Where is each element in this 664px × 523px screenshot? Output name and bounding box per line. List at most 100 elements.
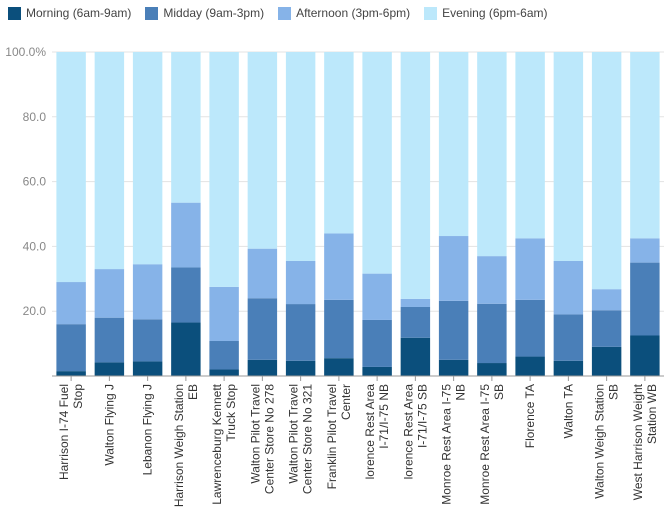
bar-segment <box>285 360 316 376</box>
bar-segment <box>324 299 354 359</box>
bar-segment <box>477 363 507 376</box>
bar-segment <box>553 260 584 315</box>
bar-segment <box>362 366 392 376</box>
legend: Morning (6am-9am) Midday (9am-3pm) After… <box>8 6 548 20</box>
bar-segment <box>630 238 660 263</box>
x-tick-label: West Harrison WeightStation WB <box>631 383 659 500</box>
legend-item-evening[interactable]: Evening (6pm-6am) <box>424 6 548 20</box>
bar-segment <box>630 262 660 336</box>
bar-segment <box>630 335 660 376</box>
legend-label-evening: Evening (6pm-6am) <box>442 6 548 20</box>
x-tick-label: Florence TA <box>523 384 537 448</box>
bar-segment <box>362 273 392 320</box>
bar-segment <box>515 299 545 357</box>
bar-segment <box>400 306 431 338</box>
legend-item-midday[interactable]: Midday (9am-3pm) <box>145 6 264 20</box>
bar-segment <box>324 52 354 234</box>
bar-segment <box>515 356 545 376</box>
bar-segment <box>247 52 278 249</box>
bar-segment <box>171 267 201 323</box>
bar-segment <box>56 282 86 325</box>
bar-segment <box>209 286 239 342</box>
bar-segment <box>94 362 125 376</box>
legend-swatch-morning <box>8 6 21 20</box>
bar-segment <box>515 52 545 239</box>
x-tick-label: Walton Weigh StationSB <box>593 384 621 499</box>
bar-segment <box>477 303 507 364</box>
bar-segment <box>591 289 622 311</box>
bar-segment <box>591 346 622 376</box>
x-tick-label: Franklin Pilot TravelCenter <box>325 384 353 489</box>
bar-segment <box>132 361 163 376</box>
bar-segment <box>438 236 469 301</box>
legend-label-afternoon: Afternoon (3pm-6pm) <box>296 6 411 20</box>
legend-swatch-afternoon <box>278 6 292 20</box>
x-tick-label: Lebanon Flying J <box>141 384 155 475</box>
bar-segment <box>591 310 622 347</box>
bar-segment <box>477 52 507 257</box>
bar-segment <box>171 322 201 376</box>
x-tick-label: Walton Flying J <box>102 384 116 466</box>
bar-segment <box>132 52 163 265</box>
bar-segment <box>56 52 86 283</box>
bar-segment <box>247 298 278 360</box>
x-tick-label: Monroe Rest Area I-75SB <box>478 384 506 505</box>
x-tick-label: Harrison Weigh StationEB <box>172 384 200 507</box>
bar-segment <box>171 202 201 268</box>
bar-segment <box>362 52 392 274</box>
y-tick-label: 60.0 <box>23 175 47 189</box>
legend-swatch-evening <box>424 6 438 20</box>
bar-segment <box>553 314 584 361</box>
bar-segment <box>553 360 584 376</box>
bar-segment <box>438 359 469 376</box>
bar-segment <box>400 337 431 376</box>
bar-segment <box>94 317 125 363</box>
x-tick-label: Lawrenceburg KennettTruck Stop <box>210 383 238 504</box>
bar-segment <box>132 264 163 320</box>
legend-label-midday: Midday (9am-3pm) <box>163 6 265 20</box>
x-tick-label: lorence Rest AreaI-71/I-75 NB <box>363 384 391 480</box>
x-tick-label: Harrison I-74 FuelStop <box>57 384 85 480</box>
bar-segment <box>553 52 584 261</box>
bar-segment <box>56 371 86 376</box>
bar-segment <box>285 260 316 305</box>
bar-segment <box>247 359 278 376</box>
bar-segment <box>400 298 431 307</box>
x-tick-label: Walton Pilot TravelCenter Store No 278 <box>248 384 276 494</box>
x-tick-label: Walton TA <box>561 384 575 438</box>
y-tick-label: 20.0 <box>23 304 47 318</box>
legend-item-afternoon[interactable]: Afternoon (3pm-6pm) <box>278 6 410 20</box>
legend-swatch-midday <box>145 6 159 20</box>
bar-segment <box>324 358 354 376</box>
x-tick-label: lorence Rest AreaI-71/I-75 SB <box>401 384 429 480</box>
x-tick-label: Monroe Rest Area I-75NB <box>440 384 468 505</box>
bar-segment <box>630 52 660 239</box>
x-tick-label: Walton Pilot TravelCenter Store No 321 <box>287 384 315 494</box>
bar-segment <box>171 52 201 203</box>
bar-segment <box>362 319 392 367</box>
bar-segment <box>477 256 507 304</box>
bar-segment <box>324 233 354 300</box>
bar-segment <box>94 52 125 270</box>
bar-segment <box>515 238 545 300</box>
bar-segment <box>438 52 469 237</box>
bar-segment <box>591 52 622 290</box>
y-tick-label: 100.0% <box>5 45 46 59</box>
bar-segment <box>285 304 316 361</box>
y-tick-label: 80.0 <box>23 110 47 124</box>
bar-segment <box>209 369 239 376</box>
bar-segment <box>209 52 239 287</box>
bar-segment <box>56 324 86 372</box>
bar-segment <box>94 269 125 318</box>
y-tick-label: 40.0 <box>23 239 47 253</box>
bar-segment <box>400 52 431 299</box>
bar-segment <box>209 341 239 370</box>
legend-item-morning[interactable]: Morning (6am-9am) <box>8 6 131 20</box>
legend-label-morning: Morning (6am-9am) <box>26 6 132 20</box>
bar-segment <box>285 52 316 261</box>
bar-segment <box>438 300 469 360</box>
bar-segment <box>132 319 163 362</box>
bar-segment <box>247 248 278 299</box>
